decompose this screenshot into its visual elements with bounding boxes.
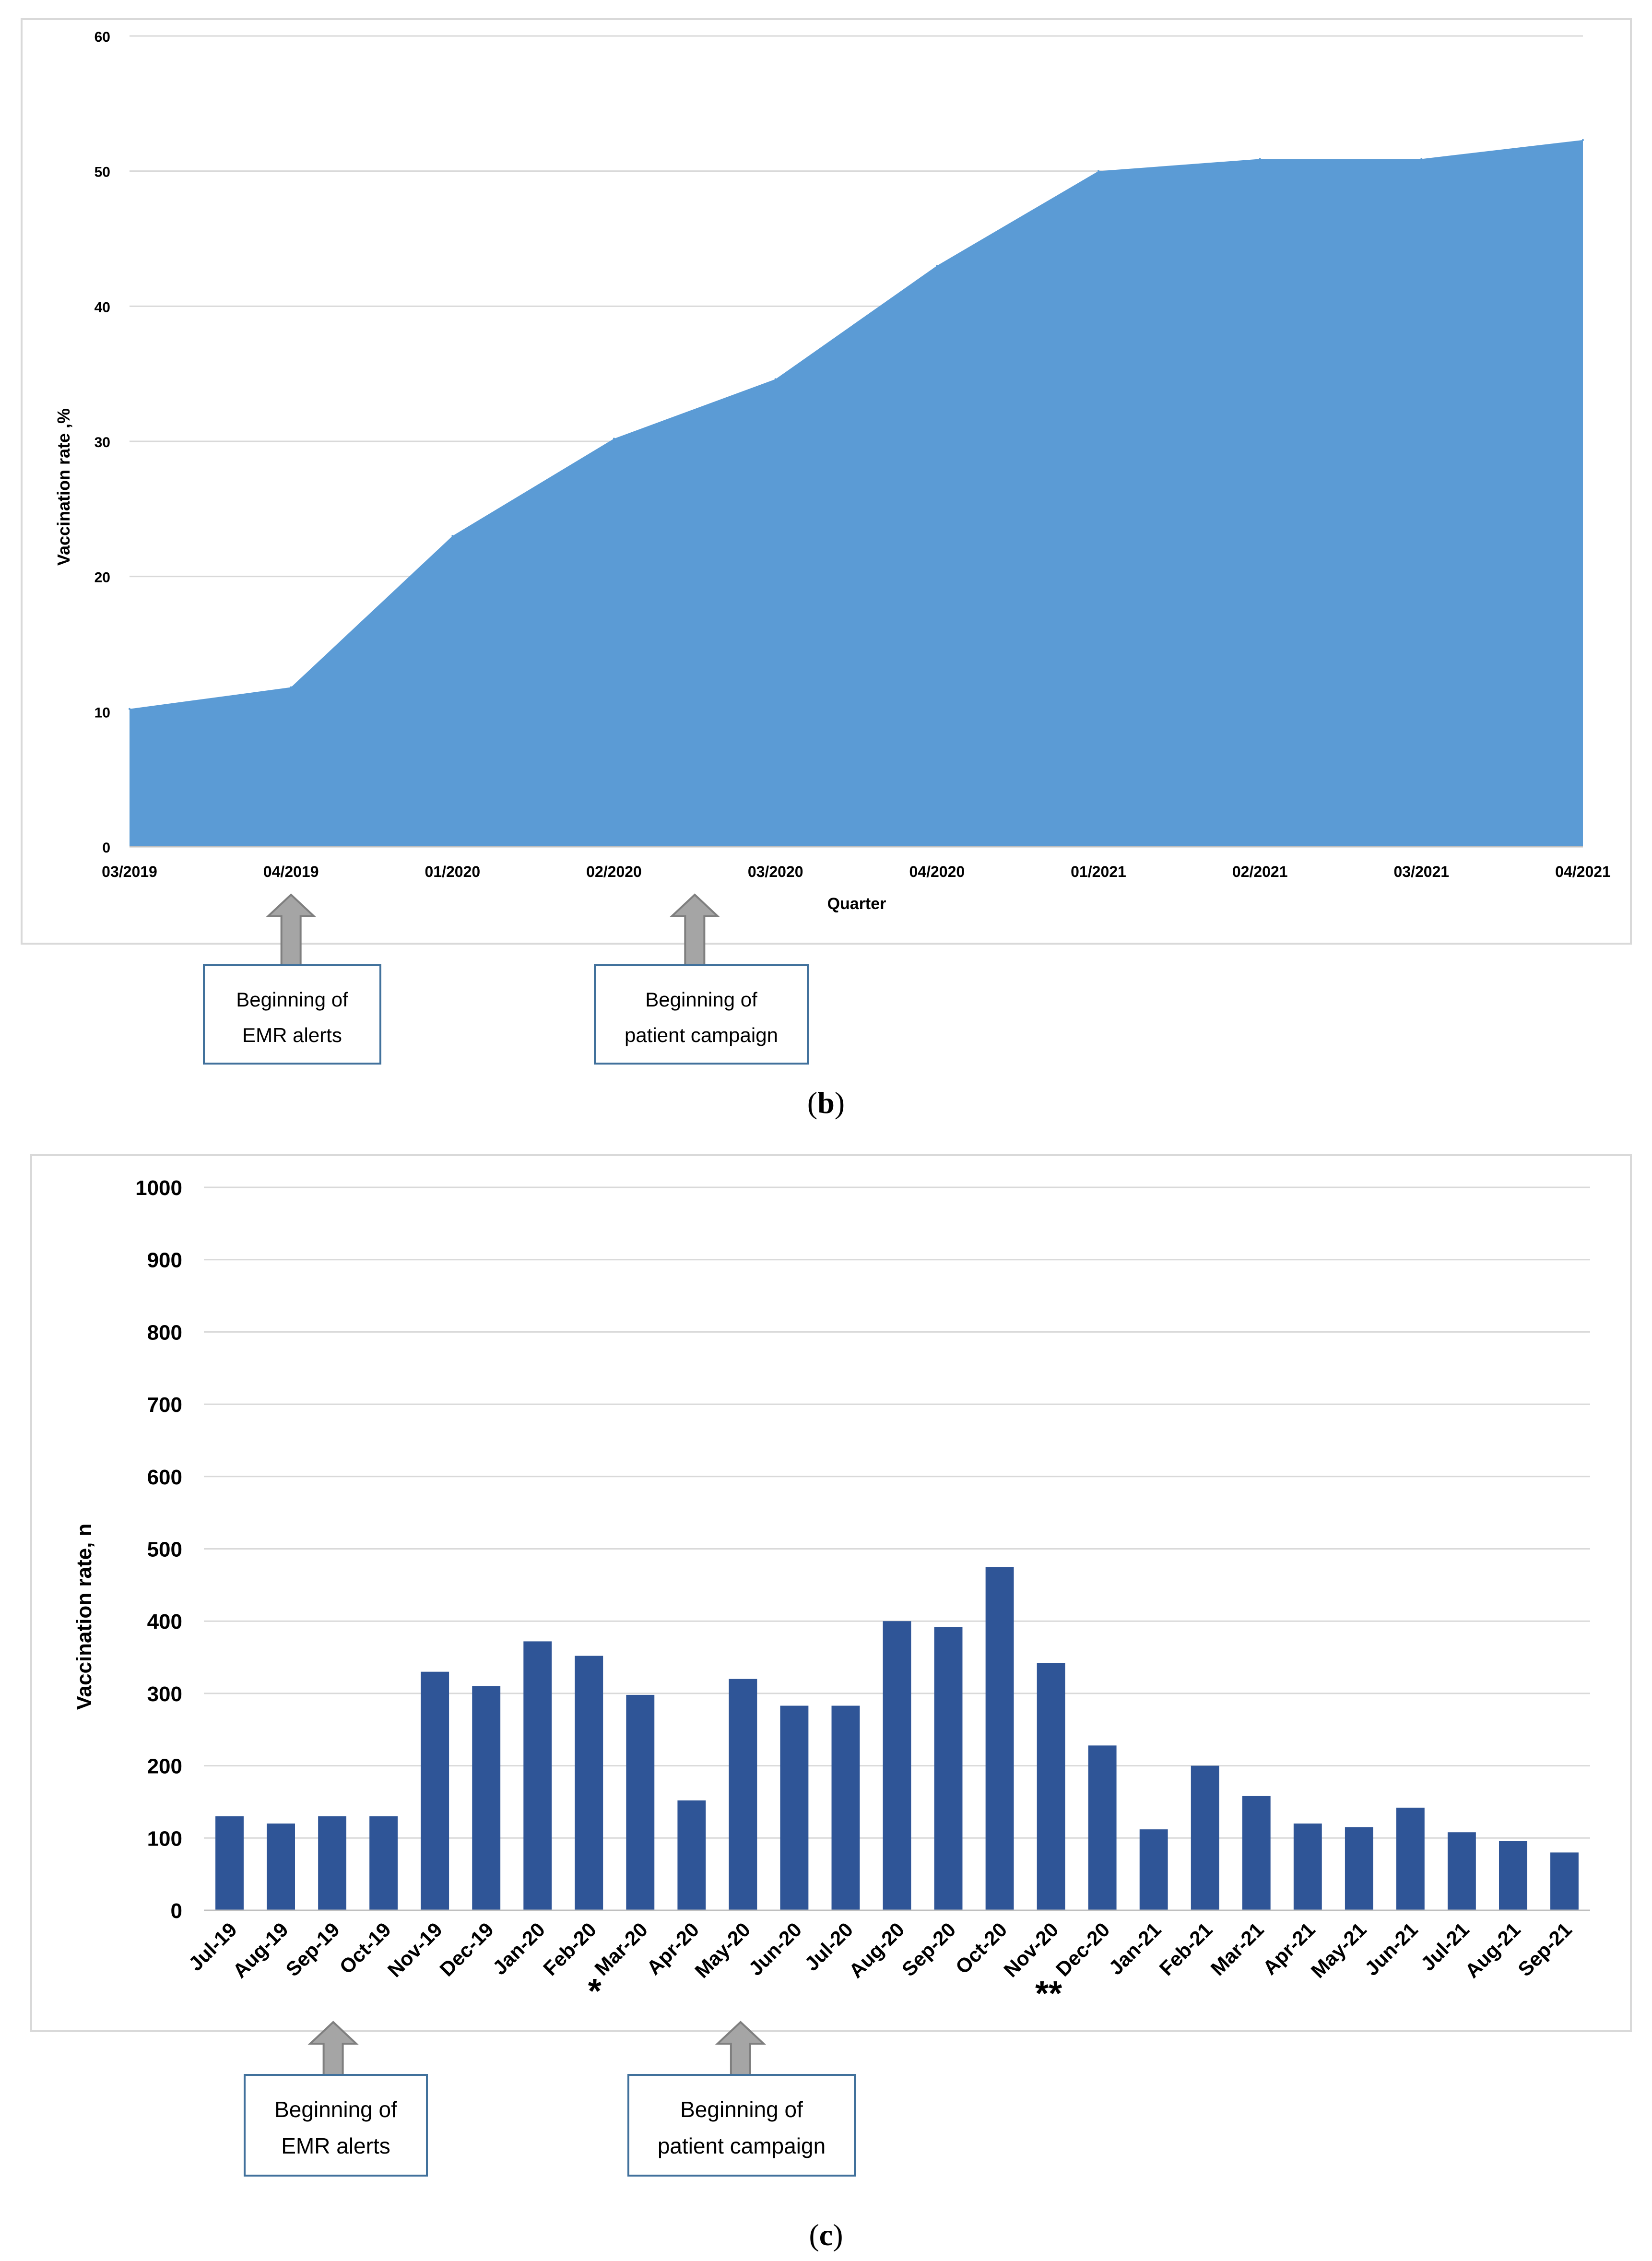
chart-c-bar [267,1823,295,1910]
panel-b-letter: b [817,1086,835,1120]
chart-b-x-tick: 03/2019 [102,863,157,880]
chart-b-x-tick: 01/2020 [425,863,480,880]
chart-c-campaign-callout-line2: patient campaign [658,2133,826,2158]
chart-b-y-tick: 20 [94,570,110,586]
chart-c-bar [1345,1827,1373,1910]
chart-b-y-tick: 0 [102,840,110,856]
chart-c-bar [1037,1663,1065,1910]
chart-c-marker-double-asterisk: ** [1035,1975,1062,2013]
chart-b-data-point [1582,139,1584,141]
chart-c-bar [215,1816,244,1910]
chart-c-bar [934,1627,963,1910]
chart-c-bar [985,1567,1014,1910]
chart-b-emr-callout-line2: EMR alerts [242,1024,342,1046]
chart-b-data-point [936,264,938,267]
chart-c-bar [1191,1765,1219,1910]
chart-c-y-tick: 300 [147,1682,182,1706]
chart-c-bar [780,1705,809,1910]
chart-b-x-tick: 04/2021 [1555,863,1611,880]
chart-c-bar [523,1641,552,1910]
chart-c-y-tick: 800 [147,1321,182,1344]
chart-c-emr-callout-line1: Beginning of [274,2097,397,2122]
chart-b-data-point [290,686,292,688]
chart-b-data-point [1420,158,1423,160]
panel-label-b: (b) [807,1086,845,1120]
chart-c-bar [575,1656,603,1910]
chart-b-x-tick: 03/2021 [1393,863,1449,880]
chart-b-x-tick: 02/2020 [586,863,642,880]
chart-b-y-axis-title: Vaccination rate ,% [54,408,73,566]
chart-c-marker-single-asterisk: * [588,1972,602,2011]
chart-c-bar [729,1679,757,1910]
panel-label-c: (c) [809,2218,843,2252]
chart-b-data-point [451,535,454,537]
chart-c-bar [1499,1841,1527,1910]
chart-c-y-tick: 0 [171,1899,182,1923]
chart-c-bar [472,1686,501,1910]
chart-b-y-tick: 60 [94,29,110,45]
chart-b-campaign-callout-line2: patient campaign [625,1024,778,1046]
area-chart-b: 0 10 20 30 40 50 60 03/2019 04/2019 01/2020 02/20… [21,18,1632,1065]
chart-c-y-tick: 600 [147,1466,182,1489]
chart-c-bar [883,1621,911,1910]
chart-b-campaign-callout-line1: Beginning of [645,988,757,1011]
chart-c-emr-callout-line2: EMR alerts [281,2133,390,2158]
chart-c-y-tick: 200 [147,1755,182,1778]
chart-b-x-axis-title: Quarter [827,895,886,913]
chart-c-y-tick: 500 [147,1538,182,1562]
chart-b-y-tick: 30 [94,435,110,450]
chart-b-emr-callout-line1: Beginning of [236,988,348,1011]
chart-c-bar [1550,1852,1579,1910]
chart-b-data-point [613,438,615,440]
chart-b-data-point [1097,170,1099,172]
panel-c-letter: c [819,2218,833,2252]
chart-c-bar [677,1800,706,1910]
chart-c-bar [1088,1745,1117,1910]
chart-c-bar [1139,1829,1168,1910]
chart-c-y-tick: 100 [147,1827,182,1850]
chart-c-campaign-callout-box [627,2074,856,2177]
chart-b-area-series [130,140,1583,847]
chart-b-x-tick: 03/2020 [748,863,803,880]
chart-b-data-point [774,378,777,380]
chart-b-y-tick: 10 [94,705,110,721]
chart-c-bar [1447,1832,1476,1910]
chart-b-data-point [1259,158,1261,160]
chart-c-y-tick: 900 [147,1249,182,1272]
chart-c-bar [1396,1808,1425,1910]
chart-b-campaign-callout-box [594,964,809,1065]
chart-c-y-tick: 700 [147,1393,182,1417]
chart-b-data-point [129,708,130,710]
chart-b-y-tick: 50 [94,165,110,180]
chart-c-y-tick: 1000 [135,1176,182,1200]
chart-b-x-tick: 02/2021 [1232,863,1288,880]
chart-c-bar [626,1694,655,1910]
chart-b-y-tick: 40 [94,299,110,315]
chart-c-y-axis-title: Vaccination rate, n [72,1524,96,1710]
chart-b-x-tick: 04/2020 [909,863,965,880]
chart-c-bar [421,1671,449,1910]
chart-b-x-tick: 01/2021 [1071,863,1126,880]
chart-b-emr-callout-box [203,964,381,1065]
chart-c-bar [1293,1823,1322,1910]
chart-c-y-tick: 400 [147,1610,182,1634]
chart-c-bar [831,1705,860,1910]
chart-c-bar [1242,1796,1271,1910]
chart-c-bar [318,1816,347,1910]
chart-c-emr-callout-box [244,2074,428,2177]
chart-b-x-tick: 04/2019 [263,863,319,880]
chart-c-bar [369,1816,398,1910]
chart-c-campaign-callout-line1: Beginning of [680,2097,803,2122]
